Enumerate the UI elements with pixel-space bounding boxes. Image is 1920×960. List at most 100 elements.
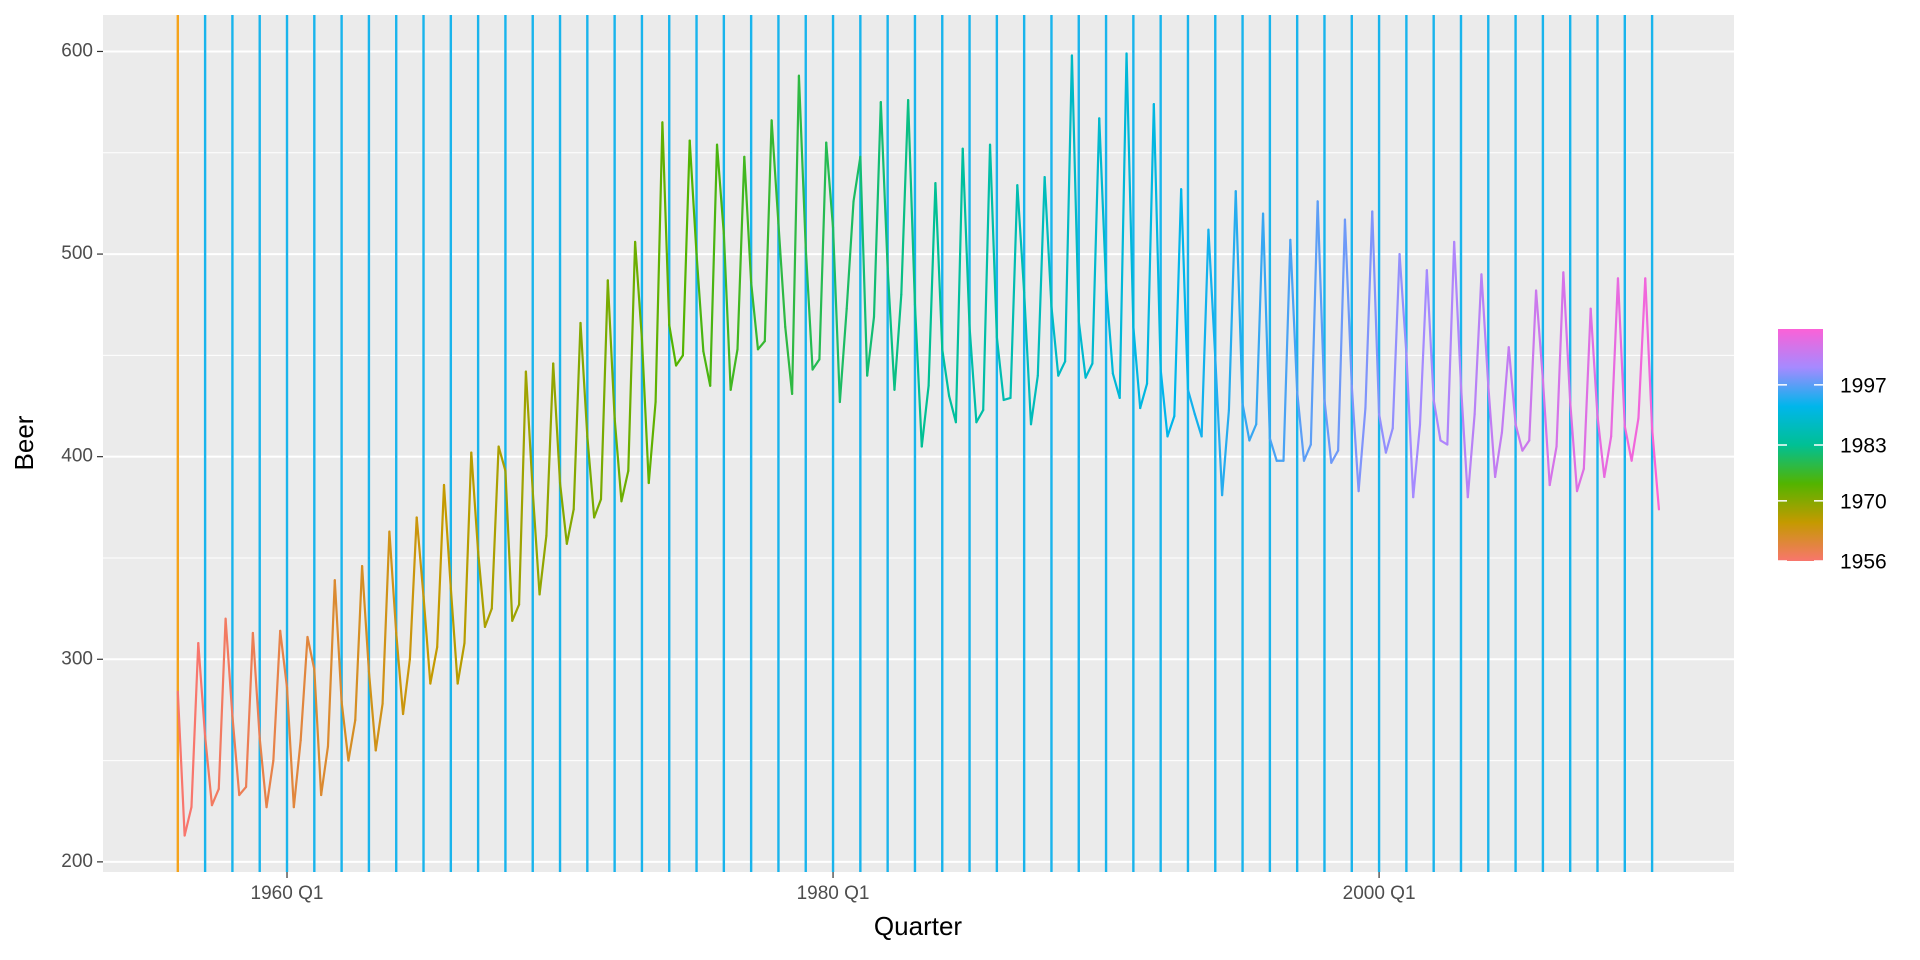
line-segment xyxy=(374,702,384,752)
line-segment xyxy=(1248,423,1258,442)
line-segment xyxy=(907,98,917,306)
line-segment xyxy=(941,348,951,397)
line-segment xyxy=(524,370,534,493)
line-segment xyxy=(367,670,377,752)
line-segment xyxy=(477,550,487,628)
line-segment xyxy=(517,370,528,606)
line-segment xyxy=(900,98,910,296)
line-segment xyxy=(538,534,548,596)
line-segment xyxy=(251,631,261,740)
line-segment xyxy=(620,469,630,503)
line-segment xyxy=(545,362,555,537)
line-segment xyxy=(661,121,671,327)
line-segment xyxy=(1125,52,1135,329)
line-segment xyxy=(1562,271,1572,404)
line-segment xyxy=(1289,238,1299,393)
line-segment xyxy=(1043,175,1053,308)
line-segment xyxy=(190,641,200,809)
line-segment xyxy=(1159,368,1169,438)
line-segment xyxy=(1350,384,1360,493)
line-segment xyxy=(1070,54,1080,323)
line-segment xyxy=(579,321,589,438)
line-segment xyxy=(511,603,521,622)
line-segment xyxy=(797,74,807,250)
line-segment xyxy=(176,690,186,837)
line-segment xyxy=(784,325,794,395)
line-segment xyxy=(408,516,418,661)
line-segment xyxy=(347,718,357,762)
line-segment xyxy=(1514,423,1524,452)
line-segment xyxy=(852,155,862,203)
line-segment xyxy=(1480,273,1490,387)
line-segment xyxy=(299,635,309,742)
line-segment xyxy=(265,759,275,809)
line-segment xyxy=(1193,413,1203,438)
x-tick-label: 1960 Q1 xyxy=(251,883,324,904)
line-segment xyxy=(1603,435,1613,479)
line-segment xyxy=(586,435,596,519)
line-segment xyxy=(825,141,835,229)
line-segment xyxy=(463,451,473,645)
line-segment xyxy=(1036,175,1046,377)
line-segment xyxy=(1002,396,1012,402)
line-segment xyxy=(1057,360,1067,377)
line-segment xyxy=(1473,273,1483,416)
line-segment xyxy=(1104,283,1114,375)
line-segment xyxy=(634,240,644,341)
line-segment xyxy=(1418,269,1428,426)
line-segment xyxy=(988,143,998,339)
line-segment xyxy=(831,226,841,404)
line-segment xyxy=(709,143,719,387)
line-segment xyxy=(736,155,746,351)
line-segment xyxy=(436,483,446,649)
line-segment xyxy=(1384,427,1394,454)
line-segment xyxy=(313,668,323,797)
line-segment xyxy=(531,490,541,596)
line-segment xyxy=(1323,398,1333,464)
line-segment xyxy=(1569,400,1579,493)
line-segment xyxy=(320,745,330,797)
line-segment xyxy=(1548,445,1558,487)
line-segment xyxy=(838,307,848,404)
line-segment xyxy=(1466,413,1476,499)
line-segment xyxy=(401,658,411,716)
line-segment xyxy=(449,587,459,685)
line-segment xyxy=(1234,190,1244,406)
line-segment xyxy=(1029,374,1039,426)
line-segment xyxy=(811,358,821,371)
line-segment xyxy=(1009,184,1019,400)
line-segment xyxy=(804,246,814,371)
line-segment xyxy=(599,279,609,501)
line-segment xyxy=(947,394,958,424)
line-segment xyxy=(1268,437,1278,462)
line-segment xyxy=(1207,228,1217,359)
line-segment xyxy=(1091,117,1101,365)
line-segment xyxy=(1330,449,1340,464)
line-segment xyxy=(1255,212,1265,426)
line-segment xyxy=(217,617,227,791)
line-segment xyxy=(1432,398,1442,442)
line-segment xyxy=(483,607,493,628)
line-segment xyxy=(1023,291,1033,426)
x-tick-label: 1980 Q1 xyxy=(797,883,870,904)
line-segment xyxy=(756,340,766,351)
line-segment xyxy=(238,785,248,797)
line-segment xyxy=(1555,271,1565,448)
line-segment xyxy=(1371,210,1381,416)
line-segment xyxy=(1180,188,1190,391)
line-segment xyxy=(292,739,302,809)
line-segment xyxy=(231,714,241,797)
line-segment xyxy=(497,445,507,472)
line-segment xyxy=(1098,117,1108,286)
line-segment xyxy=(429,646,439,685)
line-segment xyxy=(818,141,828,361)
line-segment xyxy=(627,240,637,472)
line-segment xyxy=(1282,238,1292,462)
line-segment xyxy=(1582,307,1592,470)
line-segment xyxy=(1528,289,1538,442)
line-segment xyxy=(1139,382,1149,410)
line-segment xyxy=(1227,190,1237,412)
line-segment xyxy=(381,530,391,705)
line-segment xyxy=(654,121,664,404)
line-segment xyxy=(1173,188,1183,418)
